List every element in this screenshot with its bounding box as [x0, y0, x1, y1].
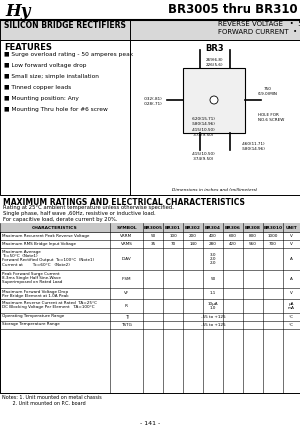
Text: .415(10.50)
.374(9.50): .415(10.50) .374(9.50) — [191, 152, 215, 161]
Bar — [0, 20, 300, 40]
Text: VRRM: VRRM — [120, 234, 133, 238]
Text: 600: 600 — [229, 234, 237, 238]
Text: 35: 35 — [150, 242, 156, 246]
Text: Maximum Forward Voltage Drop: Maximum Forward Voltage Drop — [2, 289, 68, 294]
Text: .620(15.71)
.580(14.96): .620(15.71) .580(14.96) — [191, 117, 215, 126]
Text: BR308: BR308 — [245, 226, 261, 230]
Text: °C: °C — [289, 323, 294, 327]
Text: Maximum RMS Bridge Input Voltage: Maximum RMS Bridge Input Voltage — [2, 241, 76, 246]
Text: 200: 200 — [189, 234, 197, 238]
Text: Superimposed on Rated Load: Superimposed on Rated Load — [2, 280, 62, 284]
Text: 50: 50 — [210, 277, 216, 281]
Bar — [183, 68, 245, 133]
Text: .032(.81)
.028(.71): .032(.81) .028(.71) — [144, 97, 162, 105]
Text: V: V — [290, 234, 293, 238]
Text: IOAV: IOAV — [122, 257, 131, 261]
Text: Maximum Recurrent Peak Reverse Voltage: Maximum Recurrent Peak Reverse Voltage — [2, 233, 89, 238]
Text: Maximum Average: Maximum Average — [2, 249, 41, 253]
Text: ■ Tinned copper leads: ■ Tinned copper leads — [4, 85, 71, 90]
Text: BR302: BR302 — [185, 226, 201, 230]
Text: 100: 100 — [169, 234, 177, 238]
Text: Notes: 1. Unit mounted on metal chassis: Notes: 1. Unit mounted on metal chassis — [2, 395, 102, 400]
Text: BR301: BR301 — [165, 226, 181, 230]
Text: UNIT: UNIT — [286, 226, 297, 230]
Bar — [0, 223, 300, 393]
Text: BR3010: BR3010 — [263, 226, 283, 230]
Text: Single phase, half wave ,60Hz, resistive or inductive load.: Single phase, half wave ,60Hz, resistive… — [3, 211, 156, 216]
Text: .415(10.50)
.374(9.50): .415(10.50) .374(9.50) — [191, 128, 215, 136]
Text: V: V — [290, 242, 293, 246]
Text: CHARACTERISTICS: CHARACTERISTICS — [32, 226, 78, 230]
Text: DC Blocking Voltage Per Element   TA=100°C: DC Blocking Voltage Per Element TA=100°C — [2, 305, 94, 309]
Text: TSTG: TSTG — [121, 323, 132, 327]
Text: Peak Forward Surge Current: Peak Forward Surge Current — [2, 272, 60, 275]
Text: 8.3ms Single Half Sine-Wave: 8.3ms Single Half Sine-Wave — [2, 276, 61, 280]
Text: 3.0: 3.0 — [210, 253, 216, 257]
Text: 700: 700 — [269, 242, 277, 246]
Text: FEATURES: FEATURES — [4, 43, 52, 52]
Text: BR304: BR304 — [205, 226, 221, 230]
Text: -55 to +125: -55 to +125 — [201, 315, 225, 319]
Text: mA: mA — [288, 306, 295, 310]
Text: Storage Temperature Range: Storage Temperature Range — [2, 323, 60, 326]
Text: ■ Low forward voltage drop: ■ Low forward voltage drop — [4, 63, 86, 68]
Text: °C: °C — [289, 315, 294, 319]
Text: BR3005: BR3005 — [143, 226, 163, 230]
Text: 269(6.8)
226(5.6): 269(6.8) 226(5.6) — [206, 58, 224, 67]
Text: FORWARD CURRENT  •  3.0 Amperes: FORWARD CURRENT • 3.0 Amperes — [218, 29, 300, 35]
Text: 70: 70 — [170, 242, 175, 246]
Text: Forward Rectified Output  Tc=100°C  (Note1): Forward Rectified Output Tc=100°C (Note1… — [2, 258, 94, 263]
Text: HOLE FOR
NO.6 SCREW: HOLE FOR NO.6 SCREW — [258, 113, 284, 122]
Text: 1000: 1000 — [268, 234, 278, 238]
Text: ■ Mounting position: Any: ■ Mounting position: Any — [4, 96, 79, 101]
Text: Per Bridge Element at 1.0A Peak: Per Bridge Element at 1.0A Peak — [2, 294, 69, 298]
Text: VF: VF — [124, 292, 129, 295]
Text: 2.0: 2.0 — [210, 261, 216, 265]
Text: SILICON BRIDGE RECTIFIERS: SILICON BRIDGE RECTIFIERS — [4, 21, 126, 30]
Text: A: A — [290, 277, 293, 281]
Text: 1.0: 1.0 — [210, 306, 216, 310]
Text: Dimensions in inches and (millimeters): Dimensions in inches and (millimeters) — [172, 188, 258, 192]
Text: VRMS: VRMS — [121, 242, 132, 246]
Text: - 141 -: - 141 - — [140, 421, 160, 425]
Text: V: V — [290, 292, 293, 295]
Text: 50: 50 — [150, 234, 156, 238]
Text: -55 to +125: -55 to +125 — [201, 323, 225, 327]
Text: 560: 560 — [249, 242, 257, 246]
Text: TJ: TJ — [125, 315, 128, 319]
Circle shape — [210, 96, 218, 104]
Text: Hy: Hy — [5, 3, 30, 20]
Text: BR306: BR306 — [225, 226, 241, 230]
Text: Maximum Reverse Current at Rated  TA=25°C: Maximum Reverse Current at Rated TA=25°C — [2, 300, 97, 304]
Text: SYMBOL: SYMBOL — [116, 226, 137, 230]
Text: Current at        Tc=60°C   (Note2): Current at Tc=60°C (Note2) — [2, 263, 70, 267]
Text: 1.1: 1.1 — [210, 292, 216, 295]
Text: 420: 420 — [229, 242, 237, 246]
Text: 10μA: 10μA — [208, 302, 218, 306]
Text: BR3: BR3 — [206, 44, 224, 53]
Text: 2.0: 2.0 — [210, 257, 216, 261]
Text: IR: IR — [124, 304, 128, 308]
Text: MAXIMUM RATINGS AND ELECTRICAL CHARACTERISTICS: MAXIMUM RATINGS AND ELECTRICAL CHARACTER… — [3, 198, 245, 207]
Text: Rating at 25°C ambient temperature unless otherwise specified.: Rating at 25°C ambient temperature unles… — [3, 205, 174, 210]
Text: 280: 280 — [209, 242, 217, 246]
Bar — [0, 223, 300, 232]
Text: REVERSE VOLTAGE   •  50 to 1000Volts: REVERSE VOLTAGE • 50 to 1000Volts — [218, 21, 300, 27]
Text: BR3005 thru BR310: BR3005 thru BR310 — [168, 3, 298, 16]
Text: 800: 800 — [249, 234, 257, 238]
Text: Operating Temperature Range: Operating Temperature Range — [2, 314, 64, 318]
Text: .460(11.71)
.580(14.96): .460(11.71) .580(14.96) — [241, 142, 265, 150]
Text: For capacitive load, derate current by 20%.: For capacitive load, derate current by 2… — [3, 217, 118, 222]
Text: ■ Surge overload rating - 50 amperes peak: ■ Surge overload rating - 50 amperes pea… — [4, 52, 133, 57]
Bar — [0, 40, 300, 195]
Text: IFSM: IFSM — [122, 277, 131, 281]
Text: ■ Small size; simple installation: ■ Small size; simple installation — [4, 74, 99, 79]
Text: ■ Mounting Thru hole for #6 screw: ■ Mounting Thru hole for #6 screw — [4, 107, 108, 112]
Text: 140: 140 — [189, 242, 197, 246]
Text: 2. Unit mounted on P.C. board: 2. Unit mounted on P.C. board — [2, 401, 86, 406]
Text: 750
(19.0)MIN: 750 (19.0)MIN — [258, 87, 278, 96]
Text: A: A — [290, 257, 293, 261]
Text: 400: 400 — [209, 234, 217, 238]
Text: μA: μA — [289, 302, 294, 306]
Text: Tc=50°C  (Note1): Tc=50°C (Note1) — [2, 254, 38, 258]
